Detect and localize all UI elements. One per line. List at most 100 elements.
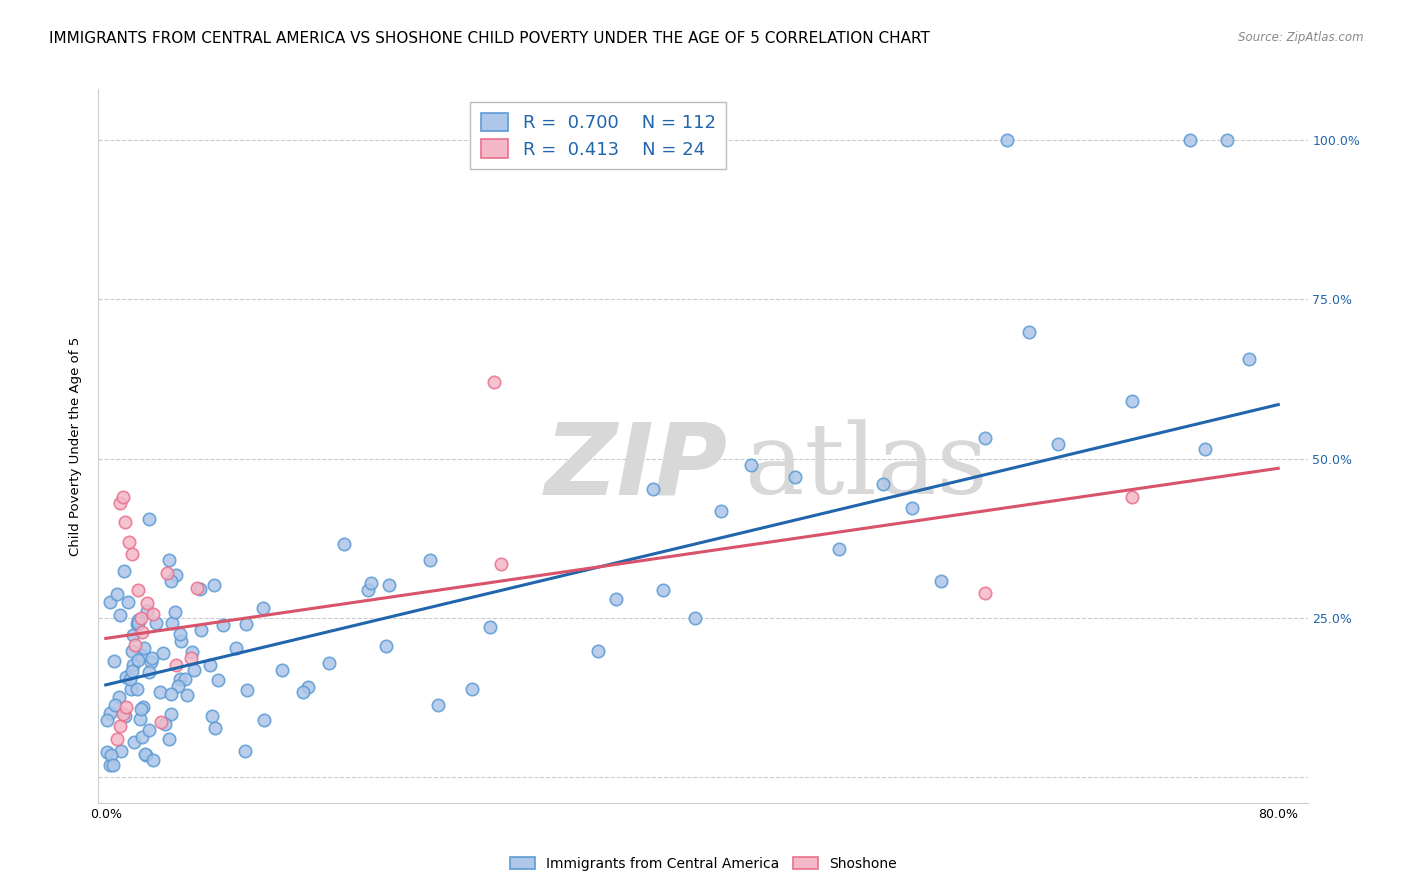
Point [142,753,165,767]
Point [132,699,155,714]
Point [1018,325,1040,339]
Y-axis label: Child Poverty Under the Age of 5: Child Poverty Under the Age of 5 [69,336,83,556]
Point [419,553,441,567]
Point [112,490,135,504]
Point [131,731,153,745]
Point [125,617,148,632]
Point [139,656,162,670]
Point [202,578,225,592]
Point [167,679,190,693]
Point [108,608,131,623]
Point [98,706,121,720]
Point [1121,394,1143,409]
Point [120,682,142,697]
Point [127,615,149,630]
Point [180,645,202,659]
Point [153,717,176,731]
Point [129,611,152,625]
Point [120,672,142,686]
Point [1121,490,1143,504]
Point [159,574,181,588]
Point [1047,436,1070,450]
Point [121,664,143,678]
Point [176,688,198,702]
Point [152,647,174,661]
Point [98,757,121,772]
Point [112,564,135,578]
Point [165,567,187,582]
Point [253,713,276,727]
Point [318,656,340,670]
Point [124,638,146,652]
Point [374,639,396,653]
Point [586,644,609,658]
Point [1194,442,1216,456]
Point [478,620,501,634]
Point [101,757,124,772]
Point [974,431,997,445]
Point [174,673,197,687]
Point [118,534,141,549]
Point [169,627,191,641]
Point [122,734,145,748]
Point [114,708,136,723]
Point [128,712,150,726]
Point [156,566,179,581]
Point [157,553,180,567]
Point [122,657,145,672]
Point [357,583,380,598]
Point [104,698,127,713]
Point [138,723,160,737]
Point [135,747,157,762]
Point [127,613,149,627]
Point [360,576,382,591]
Point [162,616,184,631]
Point [207,673,229,687]
Point [127,653,149,667]
Point [157,732,180,747]
Point [252,600,274,615]
Point [180,651,202,665]
Point [233,744,256,758]
Point [683,611,706,625]
Point [159,688,181,702]
Point [378,578,401,592]
Point [491,558,513,572]
Point [901,501,924,516]
Point [292,685,315,699]
Point [1216,133,1239,147]
Point [138,665,160,680]
Point [200,658,222,673]
Point [186,581,208,595]
Point [138,512,160,526]
Point [115,700,138,714]
Point [995,133,1018,147]
Point [135,604,157,618]
Point [188,582,211,596]
Point [461,681,484,696]
Point [129,648,152,662]
Point [270,663,292,677]
Point [121,643,143,657]
Point [150,714,173,729]
Point [103,654,125,668]
Point [605,592,627,607]
Point [872,477,894,491]
Point [651,583,673,598]
Point [183,664,205,678]
Point [190,623,212,637]
Point [121,547,143,561]
Text: atlas: atlas [745,419,988,516]
Point [148,685,170,699]
Legend: Immigrants from Central America, Shoshone: Immigrants from Central America, Shoshon… [503,851,903,876]
Point [426,698,449,712]
Text: Source: ZipAtlas.com: Source: ZipAtlas.com [1239,31,1364,45]
Point [100,594,122,608]
Point [134,747,156,761]
Point [142,607,165,622]
Point [211,618,233,632]
Point [110,719,132,733]
Point [108,690,131,704]
Text: IMMIGRANTS FROM CENTRAL AMERICA VS SHOSHONE CHILD POVERTY UNDER THE AGE OF 5 COR: IMMIGRANTS FROM CENTRAL AMERICA VS SHOSH… [49,31,931,46]
Legend: R =  0.700    N = 112, R =  0.413    N = 24: R = 0.700 N = 112, R = 0.413 N = 24 [470,102,727,169]
